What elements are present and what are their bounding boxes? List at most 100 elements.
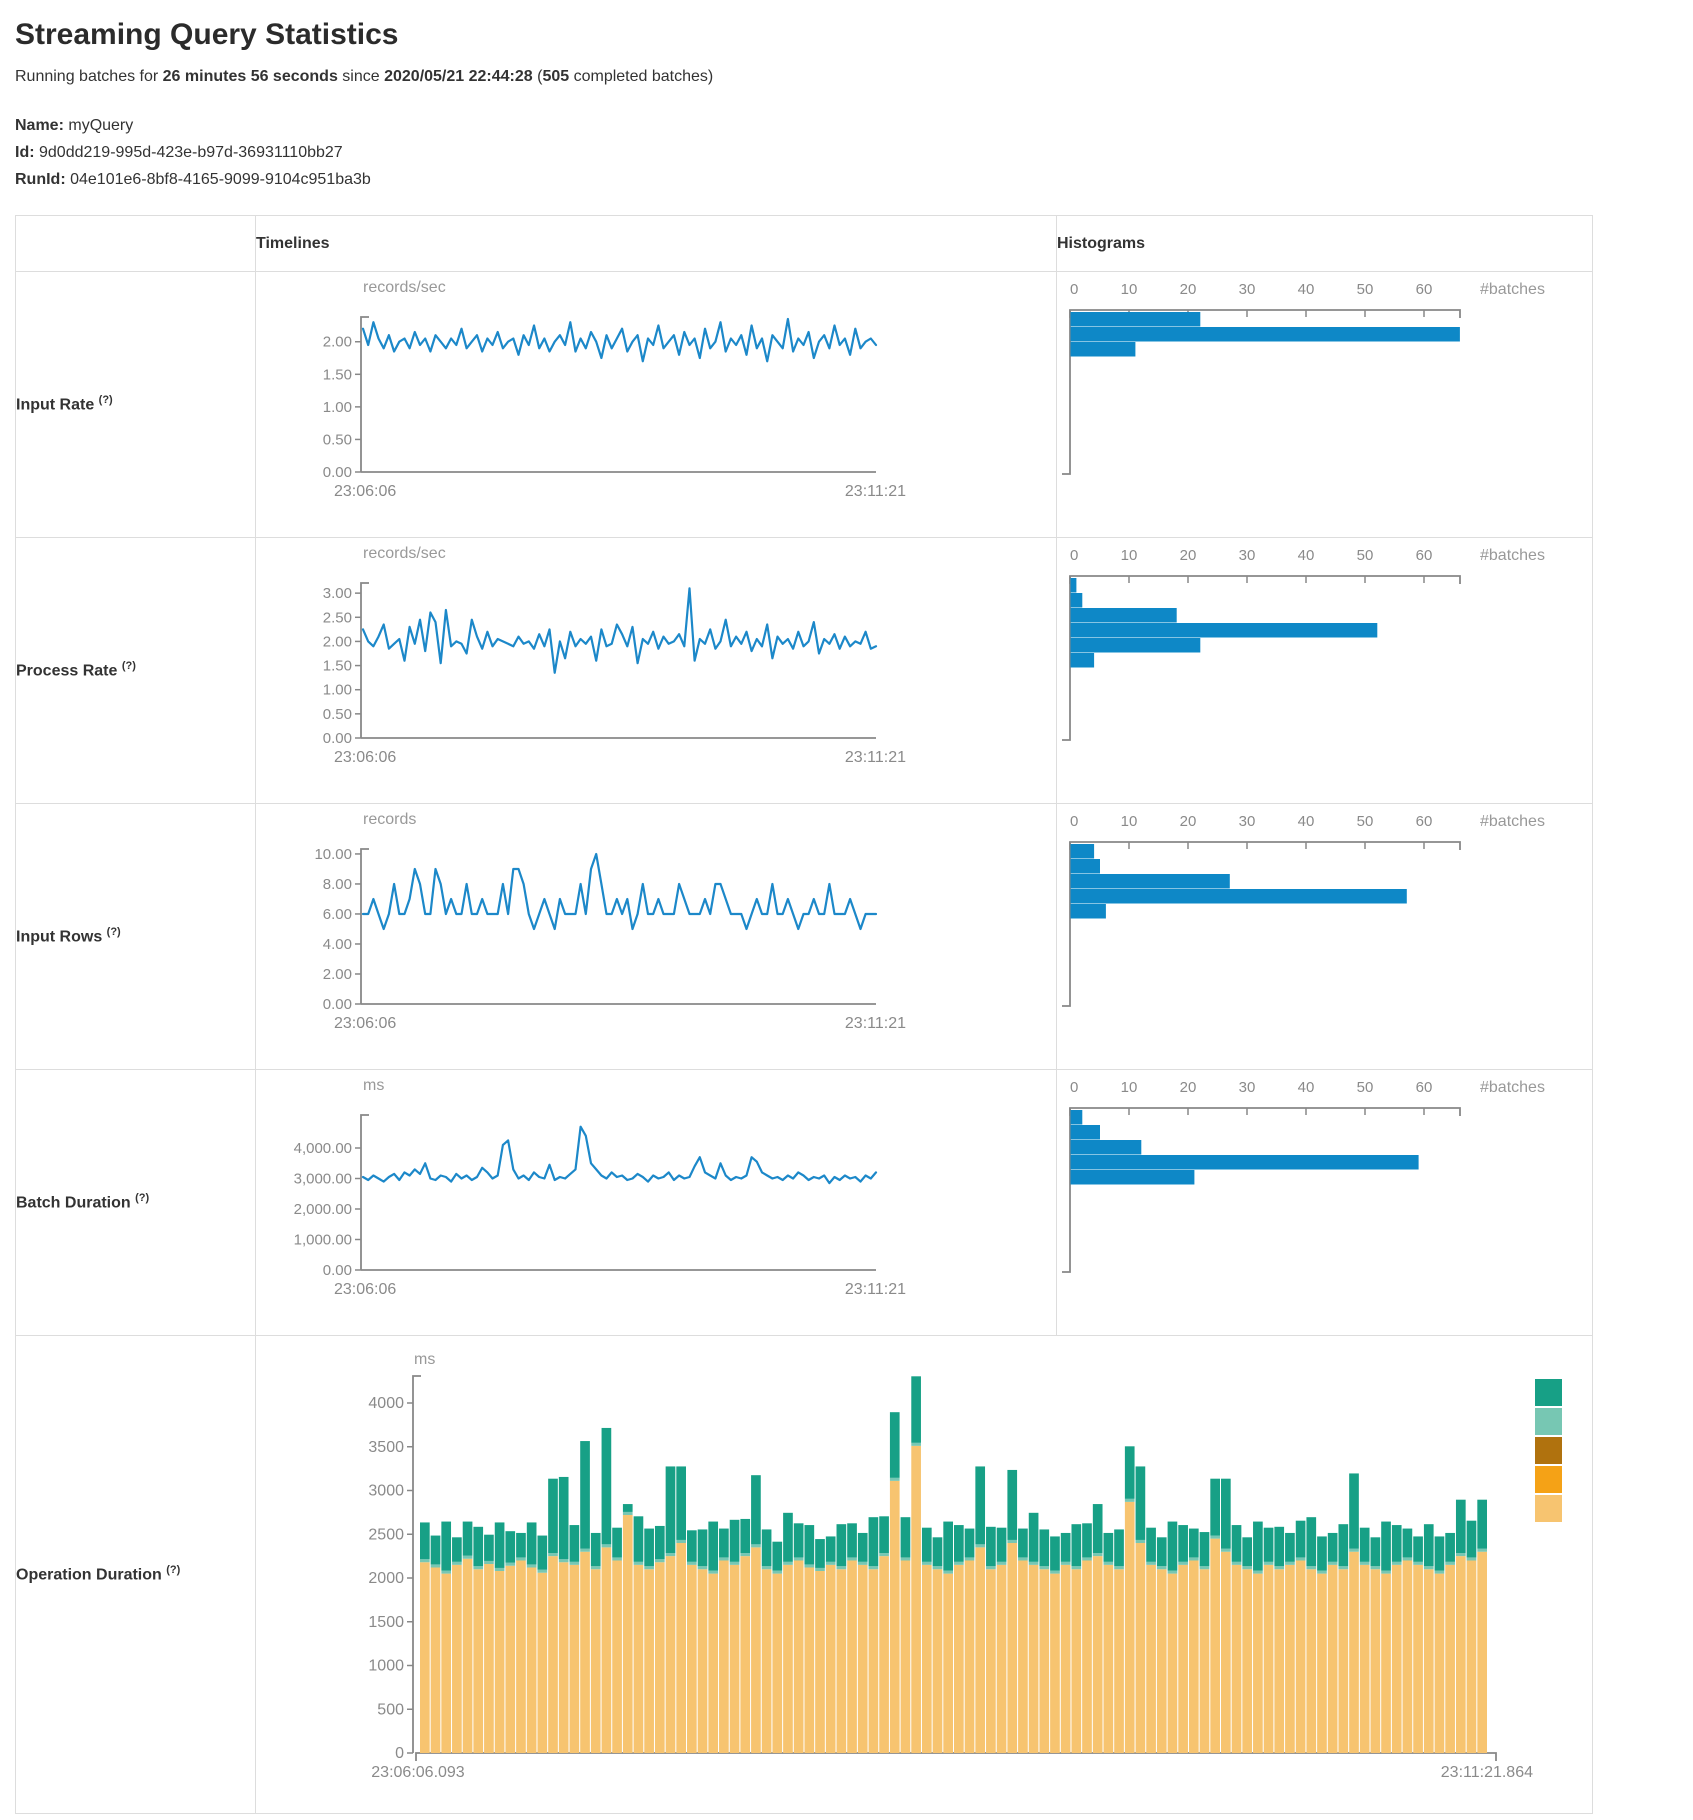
stacked-bar-segment bbox=[889, 1412, 900, 1478]
stacked-bar-segment bbox=[1028, 1564, 1039, 1754]
stacked-bar-segment bbox=[1039, 1529, 1050, 1567]
stacked-bar-segment bbox=[932, 1566, 943, 1570]
stacked-bar-segment bbox=[1135, 1543, 1146, 1753]
stacked-bar-segment bbox=[580, 1441, 590, 1549]
svg-text:20: 20 bbox=[1180, 281, 1197, 298]
stacked-bar-segment bbox=[1317, 1573, 1327, 1754]
timeline-series-line bbox=[361, 587, 878, 674]
stacked-bar-segment bbox=[740, 1553, 751, 1557]
stacked-bar-segment bbox=[1359, 1564, 1370, 1754]
stacked-bar-segment bbox=[505, 1531, 516, 1563]
legend-swatch bbox=[1535, 1495, 1562, 1522]
stacked-bar-segment bbox=[1039, 1566, 1050, 1570]
stacked-bar-segment bbox=[644, 1569, 654, 1753]
histogram-cell-input-rows: 0 10 20 30 40 50 60 #batches bbox=[1056, 803, 1593, 1070]
stacked-bar-segment bbox=[1434, 1573, 1445, 1754]
stacked-bar-segment bbox=[1253, 1570, 1263, 1574]
input-rate-help-icon[interactable]: (?) bbox=[98, 394, 113, 407]
stacked-bar-segment bbox=[654, 1525, 665, 1560]
svg-text:2.00: 2.00 bbox=[323, 966, 352, 983]
input-rate-histogram-chart: 0 10 20 30 40 50 60 #batches bbox=[1062, 281, 1545, 475]
stacked-bar-segment bbox=[964, 1557, 975, 1561]
svg-text:0.00: 0.00 bbox=[323, 996, 352, 1013]
operation-duration-stacked-chart: ms 4000 3500 3000 2500 2000 1500 1000 500 0 23:06:… bbox=[368, 1351, 1562, 1781]
stacked-bar-segment bbox=[1050, 1570, 1060, 1574]
svg-text:0: 0 bbox=[1070, 547, 1078, 564]
row-label-process-rate: Process Rate (?) bbox=[15, 537, 256, 804]
stacked-bar-segment bbox=[1210, 1535, 1220, 1539]
stacked-bar-segment bbox=[1455, 1556, 1466, 1754]
stacked-bar-segment bbox=[601, 1544, 612, 1548]
stacked-bar-segment bbox=[836, 1524, 847, 1567]
svg-text:10: 10 bbox=[1121, 547, 1138, 564]
input-rows-help-icon[interactable]: (?) bbox=[106, 926, 121, 939]
svg-text:60: 60 bbox=[1416, 547, 1433, 564]
stacked-bar-segment bbox=[921, 1527, 932, 1562]
stacked-bar-segment bbox=[1317, 1570, 1327, 1574]
stacked-bar-segment bbox=[687, 1561, 697, 1565]
stacked-bar-segment bbox=[964, 1560, 975, 1753]
svg-text:0.00: 0.00 bbox=[323, 464, 352, 481]
stacked-bar-segment bbox=[644, 1566, 654, 1570]
stacked-bar-segment bbox=[1178, 1564, 1188, 1754]
stacked-bar-segment bbox=[1263, 1561, 1274, 1565]
row-label-input-rows: Input Rows (?) bbox=[15, 803, 256, 1070]
stacked-bar-segment bbox=[719, 1560, 729, 1753]
stacked-bar-segment bbox=[1018, 1557, 1028, 1561]
stacked-bar-segment bbox=[975, 1544, 986, 1548]
stacked-bar-segment bbox=[676, 1539, 686, 1543]
histogram-bar bbox=[1070, 859, 1100, 874]
stacked-bar-segment bbox=[1231, 1564, 1242, 1754]
svg-text:0.50: 0.50 bbox=[323, 706, 352, 723]
query-id-value: 9d0dd219-995d-423e-b97d-36931110bb27 bbox=[39, 144, 343, 161]
stacked-bar-segment bbox=[1306, 1566, 1317, 1570]
stacked-bar-segment bbox=[1124, 1446, 1135, 1499]
stacked-bar-segment bbox=[921, 1561, 932, 1565]
histogram-cell-input-rate: 0 10 20 30 40 50 60 #batches bbox=[1056, 271, 1593, 538]
stacked-bar-segment bbox=[900, 1560, 911, 1753]
stacked-bar-segment bbox=[430, 1567, 441, 1753]
svg-text:0.50: 0.50 bbox=[323, 431, 352, 448]
stacked-bar-segment bbox=[665, 1556, 676, 1754]
stacked-bar-segment bbox=[526, 1522, 537, 1565]
stacked-bar-segment bbox=[420, 1562, 430, 1753]
stacked-bar-segment bbox=[1018, 1528, 1028, 1558]
stacked-bar-segment bbox=[1007, 1469, 1018, 1540]
query-meta: Name: myQuery Id: 9d0dd219-995d-423e-b97… bbox=[15, 112, 1678, 193]
stacked-bar-segment bbox=[452, 1561, 462, 1565]
stacked-bar-segment bbox=[537, 1535, 548, 1570]
stacked-bar-segment bbox=[868, 1517, 879, 1567]
stacked-bar-segment bbox=[932, 1537, 943, 1567]
query-runid-value: 04e101e6-8bf8-4165-9099-9104c951ba3b bbox=[70, 171, 371, 188]
svg-text:1.50: 1.50 bbox=[323, 366, 352, 383]
svg-text:1.00: 1.00 bbox=[323, 399, 352, 416]
stacked-bar-segment bbox=[462, 1521, 473, 1556]
batches-count-label: #batches bbox=[1480, 813, 1545, 830]
x-start-label: 23:06:06 bbox=[334, 749, 396, 766]
stacked-bar-segment bbox=[1167, 1521, 1178, 1571]
stacked-bar-segment bbox=[1028, 1561, 1039, 1565]
query-id-line: Id: 9d0dd219-995d-423e-b97d-36931110bb27 bbox=[15, 139, 1678, 166]
stacked-bar-segment bbox=[1007, 1543, 1018, 1753]
stacked-bar-segment bbox=[761, 1566, 772, 1570]
stacked-bar-segment bbox=[1327, 1532, 1338, 1562]
process-rate-help-icon[interactable]: (?) bbox=[121, 660, 136, 673]
stacked-bar-segment bbox=[1423, 1524, 1434, 1567]
stacked-bar-segment bbox=[1327, 1561, 1338, 1565]
x-start-label: 23:06:06 bbox=[334, 1015, 396, 1032]
stacked-bar-segment bbox=[1199, 1566, 1210, 1570]
stacked-bar-segment bbox=[847, 1523, 857, 1558]
table-row-batch-duration: Batch Duration (?) ms 4,000.00 3,000.00 2,0… bbox=[15, 1069, 1593, 1336]
stacked-bar-segment bbox=[719, 1528, 729, 1558]
stacked-bar-segment bbox=[857, 1564, 868, 1754]
stacked-bar-segment bbox=[1349, 1548, 1359, 1552]
stacked-bar-segment bbox=[526, 1567, 537, 1753]
batch-duration-help-icon[interactable]: (?) bbox=[135, 1192, 150, 1205]
stacked-bar-segment bbox=[622, 1504, 633, 1512]
stacked-bar-segment bbox=[911, 1445, 921, 1754]
svg-text:0.00: 0.00 bbox=[323, 730, 352, 747]
stacked-bar-segment bbox=[1327, 1564, 1338, 1754]
legend-swatch bbox=[1535, 1379, 1562, 1406]
stacked-bar-segment bbox=[708, 1573, 719, 1754]
operation-duration-help-icon[interactable]: (?) bbox=[166, 1564, 181, 1577]
